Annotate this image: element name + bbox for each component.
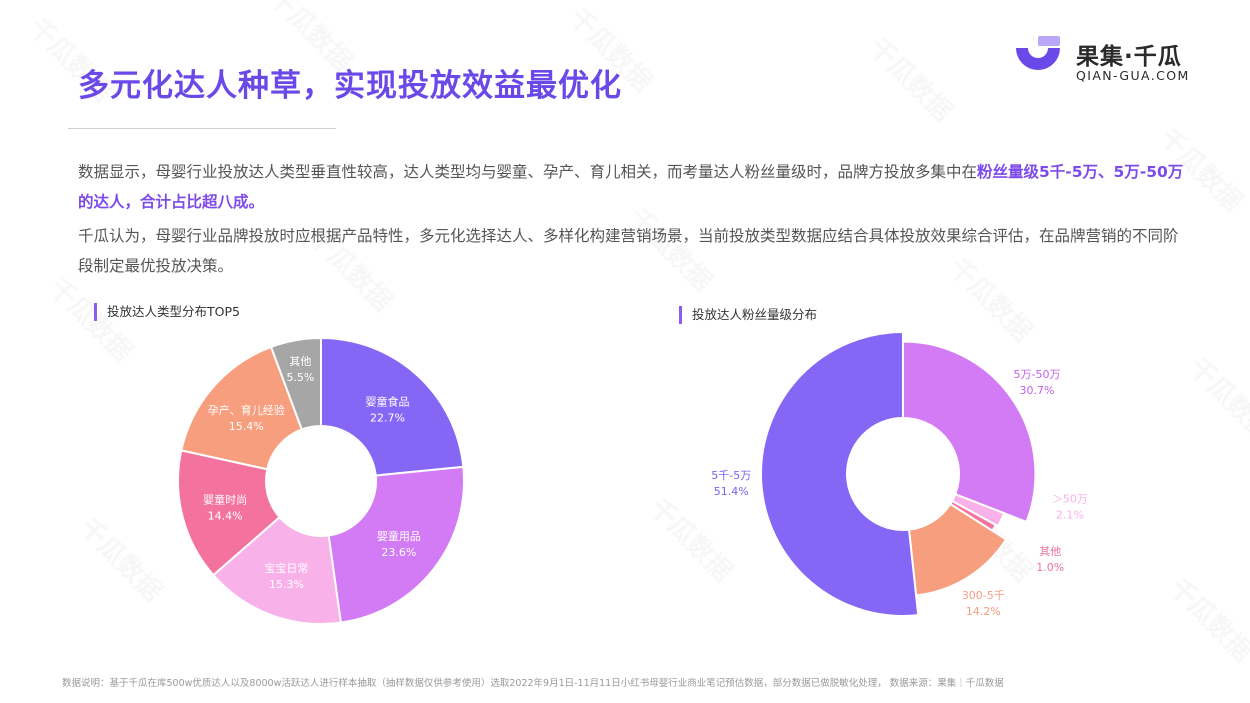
brand-logo: 果集·千瓜 QIAN-GUA.COM	[1014, 36, 1214, 88]
page-title: 多元化达人种草，实现投放效益最优化	[78, 68, 622, 104]
slice-value-5: 5.5%	[286, 371, 314, 384]
slice-4	[180, 345, 304, 471]
slice-label-3: 婴童时尚	[203, 493, 247, 507]
slice-0	[902, 340, 1037, 524]
slice-value-2: 15.3%	[269, 578, 304, 591]
slice-value-2: 1.0%	[1036, 561, 1064, 574]
slice-label-2: 其他	[1039, 545, 1061, 558]
slice-2	[211, 515, 343, 625]
logo-mark-icon	[1016, 36, 1060, 70]
paragraph-findings-highlight: 粉丝量级5千-5万、5万-50万的达人，合计占比超八成。	[78, 163, 1184, 211]
slice-label-3: 300-5千	[962, 589, 1005, 602]
watermark-text: 千瓜数据	[862, 32, 958, 128]
slice-label-4: 孕产、育儿经验	[208, 403, 285, 417]
slice-value-1: 2.1%	[1056, 508, 1084, 521]
slice-value-0: 22.7%	[370, 412, 405, 425]
footnote: 数据说明：基于千瓜在库500w优质达人以及8000w活跃达人进行样本抽取（抽样数…	[62, 678, 1004, 689]
slice-5	[269, 336, 322, 431]
slice-3	[177, 449, 281, 577]
slice-label-5: 其他	[289, 355, 311, 368]
slice-value-0: 30.7%	[1020, 384, 1055, 397]
logo-url: QIAN-GUA.COM	[1076, 68, 1190, 83]
watermark-text: 千瓜数据	[642, 492, 738, 588]
watermark-text: 千瓜数据	[72, 512, 168, 608]
slice-value-3: 14.2%	[966, 605, 1001, 618]
slice-label-2: 宝宝日常	[264, 561, 308, 575]
slice-value-3: 14.4%	[208, 510, 243, 523]
slice-value-1: 23.6%	[381, 546, 416, 559]
chart-title-fans: 投放达人粉丝量级分布	[679, 306, 817, 324]
slice-label-1: ＞50万	[1052, 492, 1088, 505]
paragraph-findings: 数据显示，母婴行业投放达人类型垂直性较高，达人类型均与婴童、孕产、育儿相关，而考…	[78, 157, 1188, 217]
slice-label-0: 婴童食品	[365, 395, 409, 409]
chart-title-types: 投放达人类型分布TOP5	[94, 303, 240, 321]
watermark-text: 千瓜数据	[1182, 352, 1250, 448]
slice-label-0: 5万-50万	[1014, 368, 1061, 381]
fan-tier-rose-chart: 5万-50万 30.7% ＞50万 2.1% 其他 1.0% 300-5千 14.2% 5千-5…	[711, 330, 1088, 618]
title-divider	[68, 128, 336, 129]
logo-name: 果集·千瓜	[1076, 44, 1182, 70]
slice-0	[320, 336, 465, 477]
paragraph-advice: 千瓜认为，母婴行业品牌投放时应根据产品特性，多元化选择达人、多样化构建营销场景，…	[78, 227, 1179, 275]
slice-1	[327, 465, 465, 624]
paragraph-findings-text: 数据显示，母婴行业投放达人类型垂直性较高，达人类型均与婴童、孕产、育儿相关，而考…	[78, 163, 978, 181]
type-distribution-donut-chart: 婴童食品 22.7% 婴童用品 23.6% 宝宝日常 15.3% 婴童时尚 14.4% 孕产、育…	[177, 336, 465, 625]
slice-label-1: 婴童用品	[377, 529, 421, 543]
slice-4	[760, 330, 920, 617]
slice-value-4: 51.4%	[714, 485, 749, 498]
slice-label-4: 5千-5万	[711, 469, 751, 482]
watermark-text: 千瓜数据	[1162, 572, 1250, 668]
slice-value-4: 15.4%	[229, 420, 264, 433]
